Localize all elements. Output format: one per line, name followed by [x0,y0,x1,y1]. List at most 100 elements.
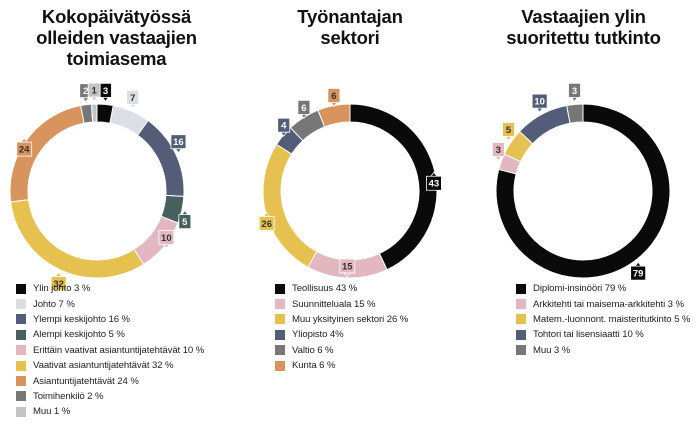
slice-value-tag: 3 [99,82,112,103]
donut-slice [317,103,351,128]
legend-swatch [275,329,285,340]
legend-swatch [516,299,526,310]
legend-item: Alempi keskijohto 5 % [16,327,204,342]
legend-item: Erittäin vaativat asiantuntijatehtävät 1… [16,343,204,358]
donut-slice [566,103,584,124]
legend-swatch [16,283,26,294]
donut-slice [10,199,145,279]
chart-title: Kokopäivätyössä olleiden vastaajien toim… [36,6,197,69]
legend-swatch [275,299,285,310]
legend-item: Ylin johto 3 % [16,281,204,296]
legend-label: Vaativat asiantuntijatehtävät 32 % [33,360,174,372]
slice-value-label: 10 [534,97,545,108]
legend-swatch [516,329,526,340]
legend-item: Matem.-luonnont. maisteritutkinto 5 % [516,312,690,327]
slice-value-label: 32 [53,279,64,290]
slice-value-label: 5 [506,125,512,136]
slice-value-label: 1 [92,85,98,96]
legend-label: Matem.-luonnont. maisteritutkinto 5 % [533,313,691,325]
legend-label: Muu 3 % [533,344,571,356]
slice-value-tag: 1 [87,82,101,102]
legend-item: Teollisuus 43 % [275,281,408,296]
chart-panel-toimiasema: Kokopäivätyössä olleiden vastaajien toim… [0,0,233,424]
legend-item: Muu 1 % [16,404,204,419]
donut-slice [91,103,98,123]
legend-swatch [16,314,26,325]
slice-value-tag: 10 [531,93,548,113]
slice-value-label: 2 [83,86,88,97]
legend-label: Johto 7 % [33,298,75,310]
legend-item: Suunnitteluala 15 % [275,296,408,311]
chart-legend: Ylin johto 3 % Johto 7 % Ylempi keskijohto… [16,281,204,420]
legend-item: Kunta 6 % [275,358,408,373]
donut-slice [495,103,671,279]
legend-label: Alempi keskijohto 5 % [33,329,125,341]
slice-value-label: 6 [301,103,306,114]
slice-value-tag: 10 [158,229,175,250]
chart-title: Työnantajan sektori [297,6,403,48]
legend-label: Erittäin vaativat asiantuntijatehtävät 1… [33,344,205,356]
slice-value-tag: 5 [178,209,192,230]
legend-label: Muu 1 % [33,406,71,418]
slice-value-label: 6 [331,91,336,102]
chart-legend: Diplomi-insinööri 79 % Arkkitehti tai mai… [516,281,690,358]
legend-swatch [16,299,26,310]
legend-label: Asiantuntijatehtävät 24 % [33,375,139,387]
legend-swatch [275,345,285,356]
legend-label: Ylin johto 3 % [33,283,91,295]
slice-value-tag: 6 [297,99,311,120]
legend-swatch [16,329,26,340]
chart-legend: Teollisuus 43 % Suunnitteluala 15 % Muu yk… [275,281,408,373]
legend-label: Tohtori tai lisensiaatti 10 % [533,329,644,341]
legend-swatch [516,345,526,356]
donut-slice [262,143,318,268]
legend-item: Diplomi-insinööri 79 % [516,281,690,296]
legend-label: Yliopisto 4% [292,329,344,341]
slice-value-tag: 4 [277,117,291,137]
donut-slice [136,119,185,197]
slice-value-tag: 24 [16,137,33,157]
legend-item: Tohtori tai lisensiaatti 10 % [516,327,690,342]
legend-item: Muu yksityinen sektori 26 % [275,312,408,327]
slice-value-label: 43 [429,179,440,190]
slice-value-tag: 32 [50,271,67,291]
legend-item: Vaativat asiantuntijatehtävät 32 % [16,358,204,373]
legend-item: Arkkitehti tai maisema-arkkitehti 3 % [516,296,690,311]
legend-swatch [275,360,285,371]
legend-swatch [275,314,285,325]
legend-item: Yliopisto 4% [275,327,408,342]
legend-label: Muu yksityinen sektori 26 % [292,313,409,325]
donut-chart: 43 15 26 4 6 6 [258,88,442,279]
slice-value-label: 15 [342,261,353,272]
donut-slice [518,104,571,145]
slice-value-label: 79 [633,269,644,280]
slice-value-label: 16 [173,137,184,148]
slice-value-label: 24 [19,144,30,155]
slice-value-label: 4 [281,121,287,132]
slice-value-tag: 15 [339,258,356,278]
slice-value-tag: 16 [170,134,187,154]
slice-value-label: 3 [103,86,108,97]
legend-swatch [275,283,285,294]
slice-value-label: 7 [130,93,135,104]
legend-swatch [516,283,526,294]
legend-swatch [16,391,26,402]
legend-item: Johto 7 % [16,296,204,311]
slice-value-label: 26 [261,219,272,230]
legend-item: Valtio 6 % [275,343,408,358]
slice-value-tag: 3 [568,82,581,103]
slice-value-label: 5 [182,217,188,228]
legend-label: Kunta 6 % [292,360,336,372]
legend-swatch [16,360,26,371]
slice-value-tag: 26 [258,211,275,231]
legend-item: Muu 3 % [516,343,690,358]
legend-item: Toimihenkilö 2 % [16,389,204,404]
legend-item: Ylempi keskijohto 16 % [16,312,204,327]
legend-swatch [16,376,26,387]
legend-label: Teollisuus 43 % [292,283,358,295]
legend-item: Asiantuntijatehtävät 24 % [16,373,204,388]
legend-label: Suunnitteluala 15 % [292,298,376,310]
donut-slice [349,103,438,271]
slice-value-label: 3 [496,145,501,156]
